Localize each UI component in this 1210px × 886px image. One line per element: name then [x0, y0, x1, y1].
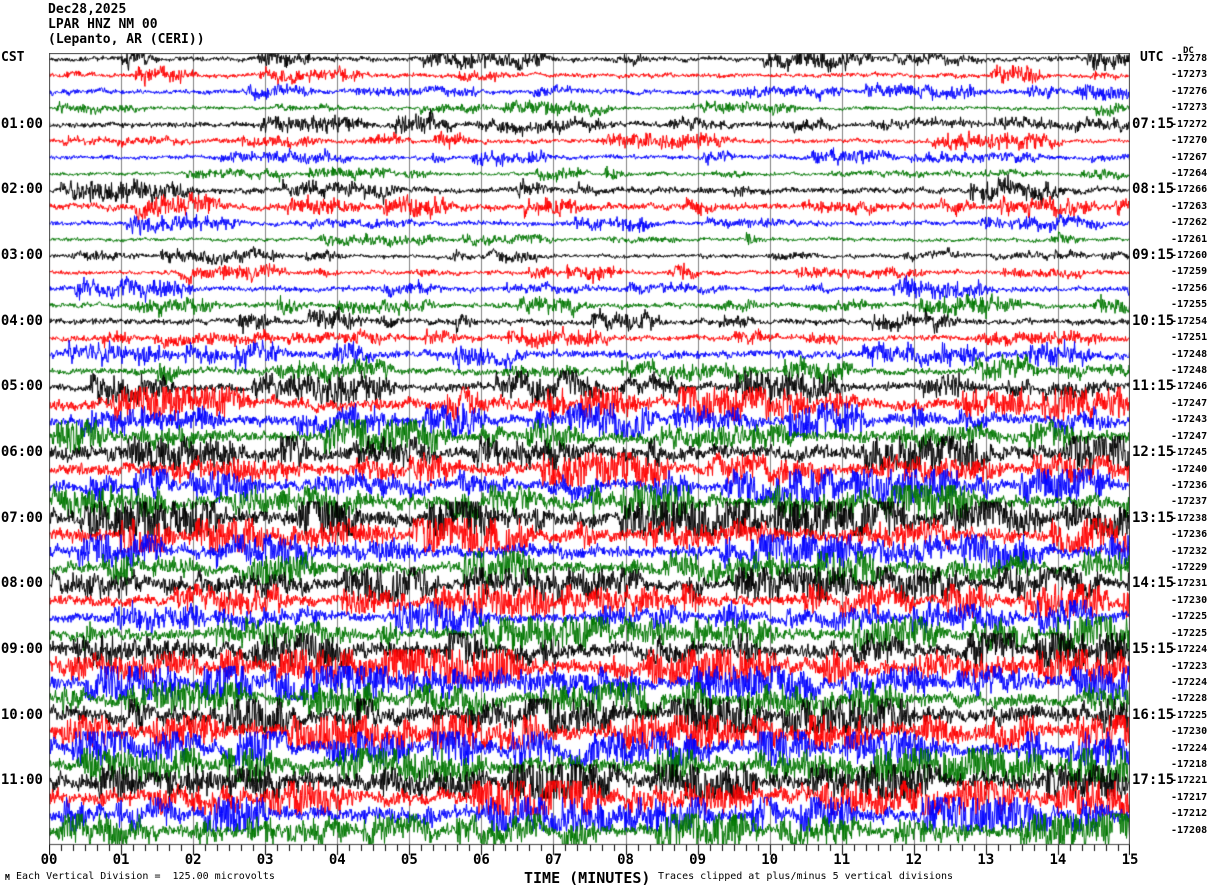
dc-offset-value: -17212	[1171, 808, 1208, 820]
cst-hour-label: 10:00	[0, 706, 43, 723]
dc-offset-value: -17256	[1171, 282, 1208, 294]
utc-hour-label: 12:15	[1132, 444, 1175, 461]
utc-hour-label: 07:15	[1132, 115, 1175, 132]
x-tick-label: 13	[977, 852, 995, 868]
dc-offset-value: -17237	[1171, 496, 1208, 508]
dc-offset-value: -17228	[1171, 693, 1208, 705]
dc-offset-value: -17224	[1171, 644, 1208, 656]
dc-offset-value: -17251	[1171, 332, 1208, 344]
x-tick-label: 02	[184, 852, 202, 868]
dc-offset-value: -17223	[1171, 660, 1208, 672]
dc-offset-value: -17260	[1171, 250, 1208, 262]
clipping-note: Traces clipped at plus/minus 5 vertical …	[658, 871, 954, 882]
dc-offset-value: -17224	[1171, 676, 1208, 688]
cst-hour-label: 06:00	[0, 444, 43, 461]
cst-hour-label: 05:00	[0, 378, 43, 395]
dc-offset-value: -17243	[1171, 414, 1208, 426]
cst-hour-label: 04:00	[0, 312, 43, 329]
utc-hour-label: 13:15	[1132, 509, 1175, 526]
seismogram-trace-canvas	[49, 53, 1130, 859]
dc-offset-value: -17225	[1171, 611, 1208, 623]
x-tick-label: 10	[761, 852, 779, 868]
dc-offset-value: -17230	[1171, 726, 1208, 738]
dc-offset-value: -17266	[1171, 184, 1208, 196]
dc-offset-value: -17247	[1171, 430, 1208, 442]
dc-offset-value: -17264	[1171, 167, 1208, 179]
corner-mark: M	[5, 873, 10, 882]
cst-hour-label: 02:00	[0, 181, 43, 198]
dc-offset-value: -17246	[1171, 381, 1208, 393]
dc-offset-value: -17230	[1171, 594, 1208, 606]
dc-column-header: DC	[1183, 46, 1194, 56]
station-location: (Lepanto, AR (CERI))	[48, 32, 205, 47]
dc-offset-value: -17248	[1171, 348, 1208, 360]
dc-offset-value: -17255	[1171, 299, 1208, 311]
utc-hour-label: 09:15	[1132, 247, 1175, 264]
cst-hour-label: 07:00	[0, 509, 43, 526]
utc-hour-label: 10:15	[1132, 312, 1175, 329]
dc-offset-value: -17273	[1171, 102, 1208, 114]
dc-offset-value: -17273	[1171, 69, 1208, 81]
cst-hour-label: 08:00	[0, 575, 43, 592]
cst-hour-label: 11:00	[0, 772, 43, 789]
dc-offset-value: -17229	[1171, 562, 1208, 574]
plot-date: Dec28,2025	[48, 2, 127, 17]
cst-hour-label: 03:00	[0, 247, 43, 264]
dc-offset-value: -17225	[1171, 627, 1208, 639]
dc-offset-value: -17270	[1171, 135, 1208, 147]
dc-offset-value: -17278	[1171, 53, 1208, 64]
x-tick-label: 06	[472, 852, 490, 868]
cst-hour-label: 01:00	[0, 115, 43, 132]
dc-offset-value: -17224	[1171, 742, 1208, 754]
right-timezone-label: UTC	[1140, 50, 1164, 65]
dc-offset-value: -17263	[1171, 200, 1208, 212]
dc-offset-value: -17248	[1171, 364, 1208, 376]
dc-offset-value: -17218	[1171, 759, 1208, 771]
dc-offset-value: -17236	[1171, 479, 1208, 491]
dc-offset-value: -17254	[1171, 315, 1208, 327]
x-axis-title: TIME (MINUTES)	[524, 869, 651, 886]
dc-offset-value: -17267	[1171, 151, 1208, 163]
x-tick-label: 04	[328, 852, 346, 868]
dc-offset-value: -17236	[1171, 529, 1208, 541]
x-tick-label: 05	[400, 852, 418, 868]
x-tick-label: 12	[905, 852, 923, 868]
utc-hour-label: 14:15	[1132, 575, 1175, 592]
station-code: LPAR HNZ NM 00	[48, 17, 158, 32]
x-tick-label: 11	[833, 852, 851, 868]
x-tick-label: 03	[256, 852, 274, 868]
utc-hour-label: 11:15	[1132, 378, 1175, 395]
dc-offset-value: -17238	[1171, 512, 1208, 524]
x-tick-label: 00	[40, 852, 58, 868]
dc-offset-value: -17262	[1171, 217, 1208, 229]
utc-hour-label: 08:15	[1132, 181, 1175, 198]
utc-hour-label: 17:15	[1132, 772, 1175, 789]
dc-offset-value: -17225	[1171, 709, 1208, 721]
dc-offset-value: -17259	[1171, 266, 1208, 278]
x-tick-label: 15	[1121, 852, 1139, 868]
dc-offset-value: -17231	[1171, 578, 1208, 590]
dc-offset-value: -17217	[1171, 791, 1208, 803]
dc-offset-value: -17240	[1171, 463, 1208, 475]
cst-hour-label: 09:00	[0, 641, 43, 658]
x-tick-label: 07	[545, 852, 562, 868]
vertical-division-note: Each Vertical Division = 125.00 microvol…	[16, 871, 275, 882]
left-timezone-label: CST	[1, 50, 25, 65]
dc-offset-value: -17261	[1171, 233, 1208, 245]
x-tick-label: 08	[617, 852, 634, 868]
dc-offset-value: -17245	[1171, 447, 1208, 459]
x-tick-label: 09	[689, 852, 707, 868]
dc-offset-value: -17221	[1171, 775, 1208, 787]
dc-offset-value: -17232	[1171, 545, 1208, 557]
dc-offset-value: -17272	[1171, 118, 1208, 130]
utc-hour-label: 15:15	[1132, 641, 1175, 658]
x-tick-label: 14	[1049, 852, 1067, 868]
dc-offset-value: -17276	[1171, 85, 1208, 97]
x-tick-label: 01	[112, 852, 130, 868]
utc-hour-label: 16:15	[1132, 706, 1175, 723]
dc-offset-value: -17208	[1171, 824, 1208, 836]
dc-offset-value: -17247	[1171, 397, 1208, 409]
